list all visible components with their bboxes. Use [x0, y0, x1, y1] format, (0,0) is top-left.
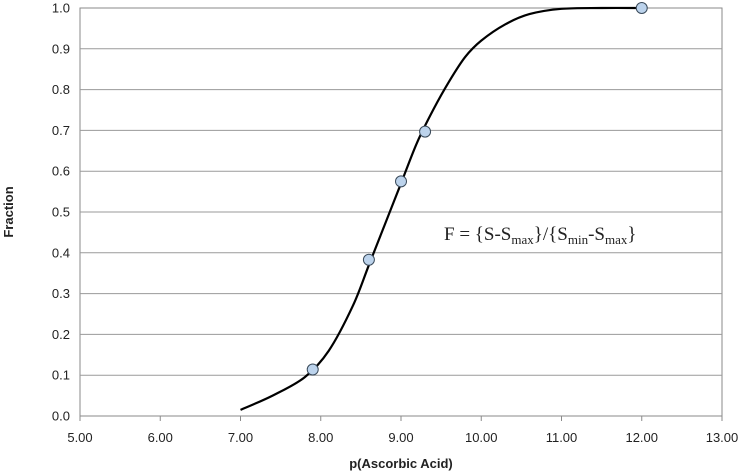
x-tick-label: 7.00 [228, 430, 253, 445]
x-tick-label: 6.00 [148, 430, 173, 445]
x-tick-label: 12.00 [625, 430, 658, 445]
x-tick-label: 9.00 [388, 430, 413, 445]
formula-sub-max-2: max [605, 232, 628, 247]
formula-mid-1: }/{S [534, 224, 568, 245]
formula-sub-min: min [568, 232, 589, 247]
formula-suffix: } [627, 224, 636, 245]
data-point [306, 363, 319, 376]
formula-mid-2: -S [588, 224, 605, 245]
y-tick-label: 0.7 [52, 123, 70, 138]
y-tick-label: 1.0 [52, 1, 70, 16]
y-tick-label: 0.6 [52, 164, 70, 179]
data-point [362, 253, 375, 266]
y-tick-label: 0.4 [52, 245, 70, 260]
x-tick-label: 8.00 [308, 430, 333, 445]
data-point [395, 175, 407, 188]
y-tick-label: 0.1 [52, 368, 70, 383]
formula-prefix: F = {S-S [444, 224, 511, 245]
y-axis-title: Fraction [1, 186, 16, 237]
x-tick-label: 5.00 [67, 430, 92, 445]
y-tick-label: 0.9 [52, 41, 70, 56]
formula-annotation: F = {S-Smax}/{Smin-Smax} [444, 224, 637, 247]
x-tick-label: 13.00 [706, 430, 739, 445]
points-layer [306, 2, 648, 376]
x-tick-label: 10.00 [465, 430, 498, 445]
x-tick-labels: 5.00 6.00 7.00 8.00 9.00 10.00 11.00 12.00 13.00 [67, 416, 738, 445]
x-tick-label: 11.00 [546, 430, 578, 445]
fit-curve [240, 6, 642, 411]
x-axis-title: p(Ascorbic Acid) [349, 456, 453, 471]
y-tick-labels: 0.0 0.1 0.2 0.3 0.4 0.5 0.6 0.7 0.8 0.9 1.0 [52, 1, 70, 424]
y-tick-label: 0.8 [52, 82, 70, 97]
formula-sub-max-1: max [511, 232, 534, 247]
y-tick-label: 0.2 [52, 327, 70, 342]
y-tick-label: 0.5 [52, 205, 70, 220]
y-tick-label: 0.0 [52, 409, 70, 424]
data-point [419, 125, 432, 138]
grid-lines [80, 48, 722, 376]
data-point [635, 2, 648, 14]
y-tick-label: 0.3 [52, 286, 70, 301]
fit-line-layer [240, 6, 642, 411]
